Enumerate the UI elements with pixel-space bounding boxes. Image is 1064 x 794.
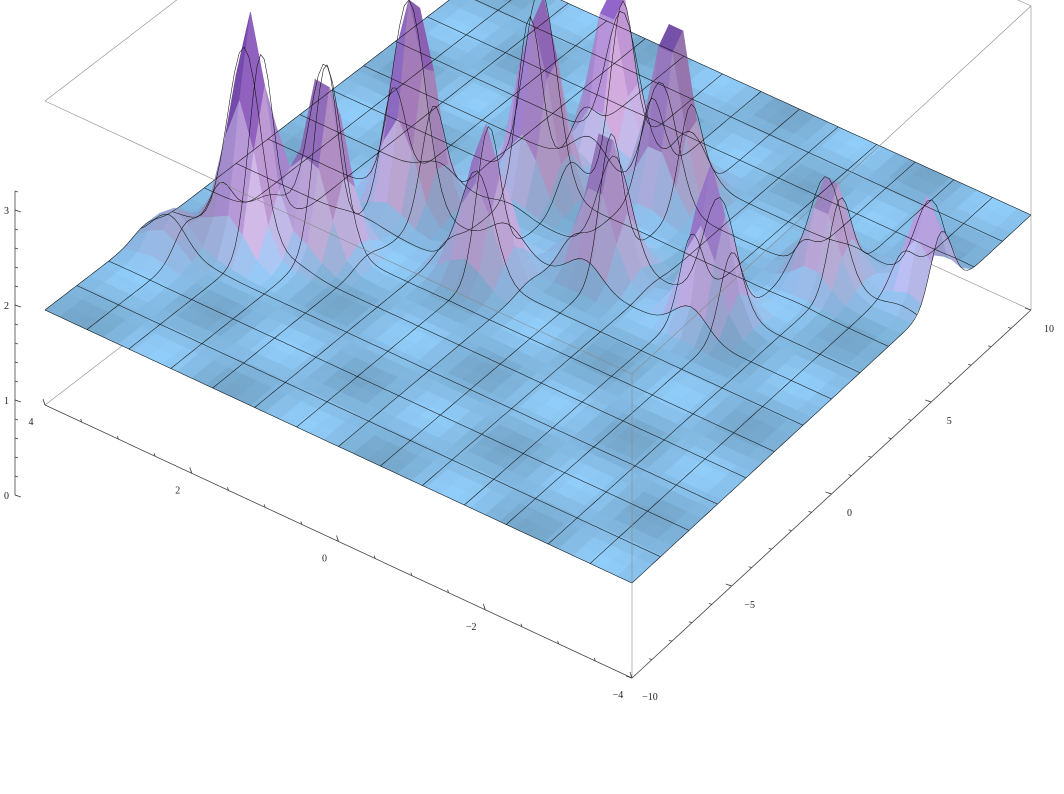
x-minor-tick [520,623,523,627]
y-minor-tick [728,584,732,587]
z-minor-tick [14,494,19,497]
z-minor-tick [14,437,19,440]
x-minor-tick [227,487,229,491]
x-minor-tick [410,572,413,576]
surface [44,0,1032,584]
mesh-line-y [395,11,946,265]
y-minor-tick [908,419,912,421]
y-minor-tick [668,639,673,642]
x-minor-tick [373,555,376,559]
y-tick-label: −5 [744,600,755,611]
mesh-line-y [140,213,718,505]
z-minor-tick [14,247,19,250]
box-edge-top-back-left [44,0,178,102]
z-minor-tick [14,456,19,459]
y-minor-tick [928,400,932,403]
x-minor-tick [483,606,486,610]
mesh-line-y [267,0,832,400]
box-edge-top-front-left [44,100,633,375]
x-minor-tick [153,453,156,457]
z-tick-label: 3 [4,206,9,217]
mesh-line-y [475,0,1003,242]
y-minor-tick [948,382,952,384]
z-tick-label: 1 [4,396,9,407]
z-minor-tick [14,418,19,421]
mesh-line-y [204,63,775,452]
x-tick-label: 0 [322,554,327,565]
bounding-box-front [44,5,1032,678]
box-edge-top-front-right [631,5,1032,375]
mesh-line-y [427,16,975,268]
y-minor-tick [808,511,812,513]
y-tick-label: 5 [947,416,952,427]
y-minor-tick [788,529,792,532]
z-minor-tick [14,209,19,212]
x-minor-tick [593,657,596,662]
mesh-line-y [76,285,661,557]
mesh-line-y [44,309,633,584]
mesh-line-y [108,260,690,531]
mesh-line-y [299,114,861,373]
mesh-line-y [235,163,804,426]
mesh-line-y [331,0,889,347]
y-tick-label: 10 [1044,324,1054,335]
z-minor-tick [14,399,19,402]
z-minor-tick [14,285,19,288]
z-minor-tick [14,266,19,269]
y-minor-tick [1027,308,1032,311]
y-minor-tick [968,363,972,366]
mesh-line-y [560,0,1032,216]
x-tick-label: 2 [175,485,180,496]
x-minor-tick [300,521,303,525]
y-minor-tick [868,455,872,458]
axes: −4 −2 0 2 4 −10 −5 0 5 10 0 1 2 3 [4,190,1054,703]
y-minor-tick [648,658,653,660]
mesh-line-y [363,65,918,316]
surface-mesh [44,0,1032,584]
z-minor-tick [14,342,19,345]
mesh-line-y [172,46,747,479]
x-tick-label: −2 [466,622,477,633]
x-tick-label: 4 [29,417,34,428]
x-minor-tick [557,640,560,645]
z-minor-tick [14,190,19,193]
y-minor-tick [1007,327,1012,329]
x-minor-tick [447,589,449,593]
x-tick-label: −4 [613,690,624,701]
y-minor-tick [987,345,992,348]
y-minor-tick [768,547,772,550]
z-minor-tick [14,323,19,326]
z-minor-tick [14,380,19,383]
x-minor-tick [116,435,119,440]
y-minor-tick [708,603,712,605]
x-minor-tick [337,538,339,542]
z-minor-tick [14,475,19,478]
x-minor-tick [190,470,193,474]
z-minor-tick [14,361,19,364]
y-minor-tick [628,676,633,679]
z-minor-tick [14,304,19,307]
x-minor-tick [630,674,633,679]
y-minor-tick [688,621,692,624]
y-minor-tick [888,437,892,440]
z-tick-label: 0 [4,491,9,502]
y-tick-label: −10 [642,692,658,703]
y-minor-tick [848,474,852,476]
y-tick-label: 0 [847,508,852,519]
y-minor-tick [828,492,832,495]
x-minor-tick [43,401,46,406]
z-minor-tick [14,228,19,231]
y-minor-tick [748,566,752,568]
x-minor-tick [263,504,266,508]
z-tick-label: 2 [4,301,9,312]
x-minor-tick [80,418,83,423]
